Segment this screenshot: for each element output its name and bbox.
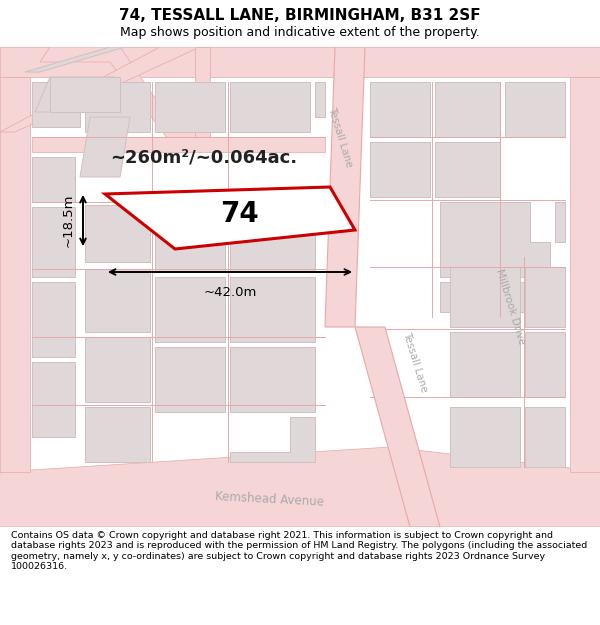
Polygon shape — [155, 205, 225, 272]
Text: ~42.0m: ~42.0m — [203, 286, 257, 299]
Polygon shape — [435, 142, 500, 197]
Polygon shape — [85, 205, 150, 262]
Polygon shape — [450, 332, 520, 397]
Text: ~260m²/~0.064ac.: ~260m²/~0.064ac. — [110, 148, 297, 166]
Text: 74: 74 — [221, 200, 259, 228]
Polygon shape — [435, 82, 500, 137]
Text: Contains OS data © Crown copyright and database right 2021. This information is : Contains OS data © Crown copyright and d… — [11, 531, 587, 571]
Text: 74, TESSALL LANE, BIRMINGHAM, B31 2SF: 74, TESSALL LANE, BIRMINGHAM, B31 2SF — [119, 9, 481, 24]
Polygon shape — [230, 417, 315, 462]
Polygon shape — [25, 47, 125, 72]
Polygon shape — [230, 205, 315, 272]
Text: Tessall Lane: Tessall Lane — [401, 331, 429, 393]
Polygon shape — [440, 282, 490, 312]
Polygon shape — [555, 202, 565, 242]
Polygon shape — [0, 77, 30, 472]
Polygon shape — [80, 117, 130, 177]
Polygon shape — [32, 157, 75, 202]
Polygon shape — [85, 82, 150, 132]
Polygon shape — [450, 407, 520, 467]
Polygon shape — [230, 277, 315, 342]
Polygon shape — [155, 82, 225, 132]
Polygon shape — [40, 47, 200, 142]
Polygon shape — [325, 47, 365, 327]
Text: Tessall Lane: Tessall Lane — [326, 106, 354, 168]
Polygon shape — [35, 77, 115, 112]
Text: Kemshead Avenue: Kemshead Avenue — [215, 489, 325, 508]
Text: ~18.5m: ~18.5m — [62, 194, 75, 248]
Polygon shape — [440, 202, 550, 277]
Polygon shape — [50, 77, 120, 112]
Polygon shape — [155, 277, 225, 342]
Polygon shape — [495, 282, 545, 312]
Polygon shape — [0, 47, 600, 77]
Polygon shape — [85, 407, 150, 462]
Text: Millbrook Drive: Millbrook Drive — [494, 268, 526, 346]
Polygon shape — [32, 207, 75, 277]
Polygon shape — [355, 327, 440, 527]
Polygon shape — [230, 347, 315, 412]
Polygon shape — [32, 82, 80, 127]
Polygon shape — [525, 407, 565, 467]
Polygon shape — [370, 82, 430, 137]
Polygon shape — [370, 142, 430, 197]
Text: Map shows position and indicative extent of the property.: Map shows position and indicative extent… — [120, 26, 480, 39]
Polygon shape — [450, 267, 520, 327]
Polygon shape — [315, 82, 325, 117]
Polygon shape — [230, 82, 310, 132]
Polygon shape — [525, 267, 565, 327]
Polygon shape — [32, 362, 75, 437]
Polygon shape — [32, 137, 325, 152]
Polygon shape — [105, 187, 355, 249]
Polygon shape — [570, 77, 600, 472]
Polygon shape — [525, 332, 565, 397]
Polygon shape — [195, 47, 210, 137]
Polygon shape — [155, 347, 225, 412]
Polygon shape — [0, 47, 200, 132]
Polygon shape — [32, 282, 75, 357]
Polygon shape — [505, 82, 565, 137]
Polygon shape — [85, 269, 150, 332]
Polygon shape — [0, 447, 600, 527]
Polygon shape — [85, 337, 150, 402]
